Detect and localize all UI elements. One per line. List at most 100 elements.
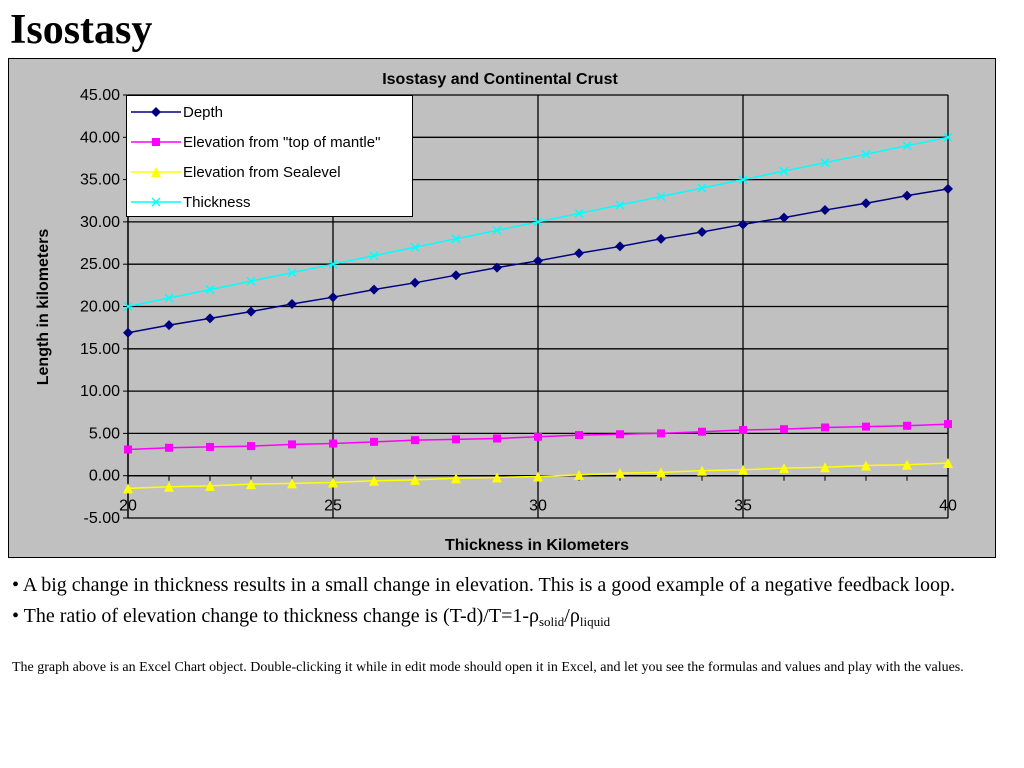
data-point [656, 191, 666, 202]
data-point [902, 190, 912, 201]
data-point [165, 443, 173, 452]
data-point [123, 327, 133, 338]
data-point-stroke [902, 141, 912, 151]
legend-label-thickness: Thickness [183, 193, 251, 211]
y-tick-label: 30.00 [80, 214, 120, 231]
data-point [615, 200, 625, 210]
data-point-stroke [861, 149, 871, 159]
data-point-stroke [615, 200, 625, 210]
y-tick-label: 45.00 [80, 87, 120, 104]
legend-label-elevation-sealevel: Elevation from Sealevel [183, 163, 341, 181]
data-point [738, 219, 748, 230]
subscript-solid: solid [539, 614, 565, 629]
data-point [328, 292, 338, 303]
series-2 [123, 458, 953, 494]
ratio-slash: /ρ [564, 605, 580, 627]
data-point [862, 422, 870, 431]
chart-object[interactable]: Isostasy and Continental Crust Thickness… [8, 58, 996, 558]
legend-swatch-depth [131, 107, 181, 117]
legend-swatch-elevation-mantle [131, 138, 181, 146]
legend-item-elevation-mantle: Elevation from "top of mantle" [127, 128, 412, 156]
data-point-stroke [574, 208, 584, 218]
data-point [656, 467, 666, 478]
x-tick-label: 35 [734, 498, 752, 515]
y-tick-label: 35.00 [80, 172, 120, 189]
data-point [656, 233, 666, 244]
slide-title: Isostasy [10, 7, 153, 53]
data-point-stroke [369, 251, 379, 261]
data-point [944, 420, 952, 429]
y-tick-label: 5.00 [89, 425, 120, 442]
data-point [943, 183, 953, 194]
data-point [861, 460, 871, 471]
data-point [369, 284, 379, 295]
data-point-stroke [123, 301, 133, 312]
data-point [206, 442, 214, 451]
data-point [738, 464, 748, 475]
data-point [861, 198, 871, 209]
data-point [533, 471, 543, 482]
data-point [205, 313, 215, 324]
y-tick-label: 15.00 [80, 341, 120, 358]
data-point [205, 480, 215, 491]
data-point [902, 459, 912, 470]
x-axis-label: Thickness in Kilometers [445, 537, 629, 554]
data-point-stroke [779, 166, 789, 176]
ratio-text: • The ratio of elevation change to thick… [12, 605, 539, 627]
data-point [410, 474, 420, 485]
data-point [779, 212, 789, 223]
data-point-stroke [697, 183, 707, 193]
data-point [492, 225, 502, 235]
data-point-stroke [656, 191, 666, 202]
data-point-stroke [328, 259, 338, 269]
data-point [779, 463, 789, 474]
data-point [247, 442, 255, 451]
data-point [861, 149, 871, 159]
legend-item-thickness: Thickness [127, 188, 412, 216]
data-point-stroke [820, 158, 830, 168]
excel-note: The graph above is an Excel Chart object… [12, 660, 964, 675]
data-point [369, 251, 379, 261]
data-point [574, 248, 584, 259]
data-point-stroke [492, 225, 502, 235]
data-point [780, 425, 788, 434]
y-tick-label: 20.00 [80, 299, 120, 316]
data-point [575, 431, 583, 440]
data-point [615, 241, 625, 252]
data-point [492, 472, 502, 483]
data-point-stroke [246, 276, 256, 286]
data-point [246, 276, 256, 286]
data-point [902, 141, 912, 151]
data-point-stroke [205, 285, 215, 295]
x-tick-label: 40 [939, 498, 957, 515]
bullet-list: • A big change in thickness results in a… [12, 572, 1002, 629]
data-point [164, 320, 174, 331]
data-point [246, 479, 256, 490]
data-point-stroke [287, 268, 297, 278]
data-point [821, 423, 829, 432]
data-point [164, 293, 174, 303]
data-point [697, 465, 707, 476]
series-1 [124, 420, 952, 454]
x-tick-label: 30 [529, 498, 547, 515]
y-axis-label: Length in kilometers [35, 229, 52, 386]
data-point [452, 435, 460, 444]
series-3 [123, 132, 953, 312]
data-point [123, 483, 133, 494]
data-point [329, 439, 337, 448]
data-point [616, 430, 624, 439]
data-point [574, 208, 584, 218]
data-point [697, 183, 707, 193]
subscript-liquid: liquid [579, 614, 611, 629]
data-point [205, 285, 215, 295]
data-point-stroke [410, 242, 420, 252]
legend-swatch-thickness [131, 197, 181, 207]
data-point [287, 298, 297, 309]
data-point [615, 468, 625, 479]
x-tick-label: 25 [324, 498, 342, 515]
data-point [451, 234, 461, 244]
chart-title: Isostasy and Continental Crust [382, 71, 618, 88]
bullet-ratio: • The ratio of elevation change to thick… [12, 603, 1002, 629]
data-point [820, 205, 830, 216]
data-point [124, 445, 132, 454]
